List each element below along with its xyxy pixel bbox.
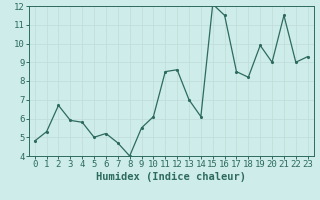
X-axis label: Humidex (Indice chaleur): Humidex (Indice chaleur)	[96, 172, 246, 182]
